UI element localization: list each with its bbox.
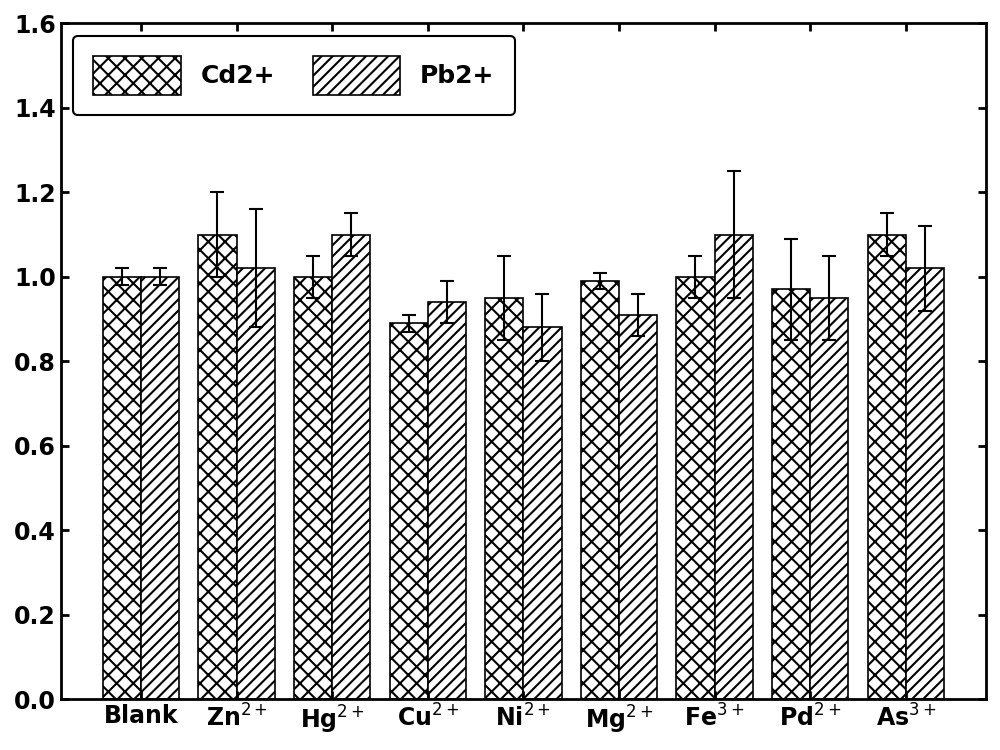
Bar xyxy=(237,268,275,699)
Bar xyxy=(103,277,141,699)
Bar xyxy=(141,277,179,699)
Bar xyxy=(294,277,332,699)
Bar xyxy=(676,277,715,699)
Bar xyxy=(332,235,370,699)
Bar xyxy=(485,298,523,699)
Bar xyxy=(198,235,237,699)
Bar xyxy=(772,290,810,699)
Bar xyxy=(581,281,619,699)
Bar xyxy=(390,323,428,699)
Bar xyxy=(868,235,906,699)
Bar xyxy=(715,235,753,699)
Bar xyxy=(810,298,848,699)
Bar xyxy=(619,315,657,699)
Bar xyxy=(428,302,466,699)
Bar xyxy=(523,328,562,699)
Bar xyxy=(906,268,944,699)
Legend: Cd2+, Pb2+: Cd2+, Pb2+ xyxy=(73,36,514,115)
